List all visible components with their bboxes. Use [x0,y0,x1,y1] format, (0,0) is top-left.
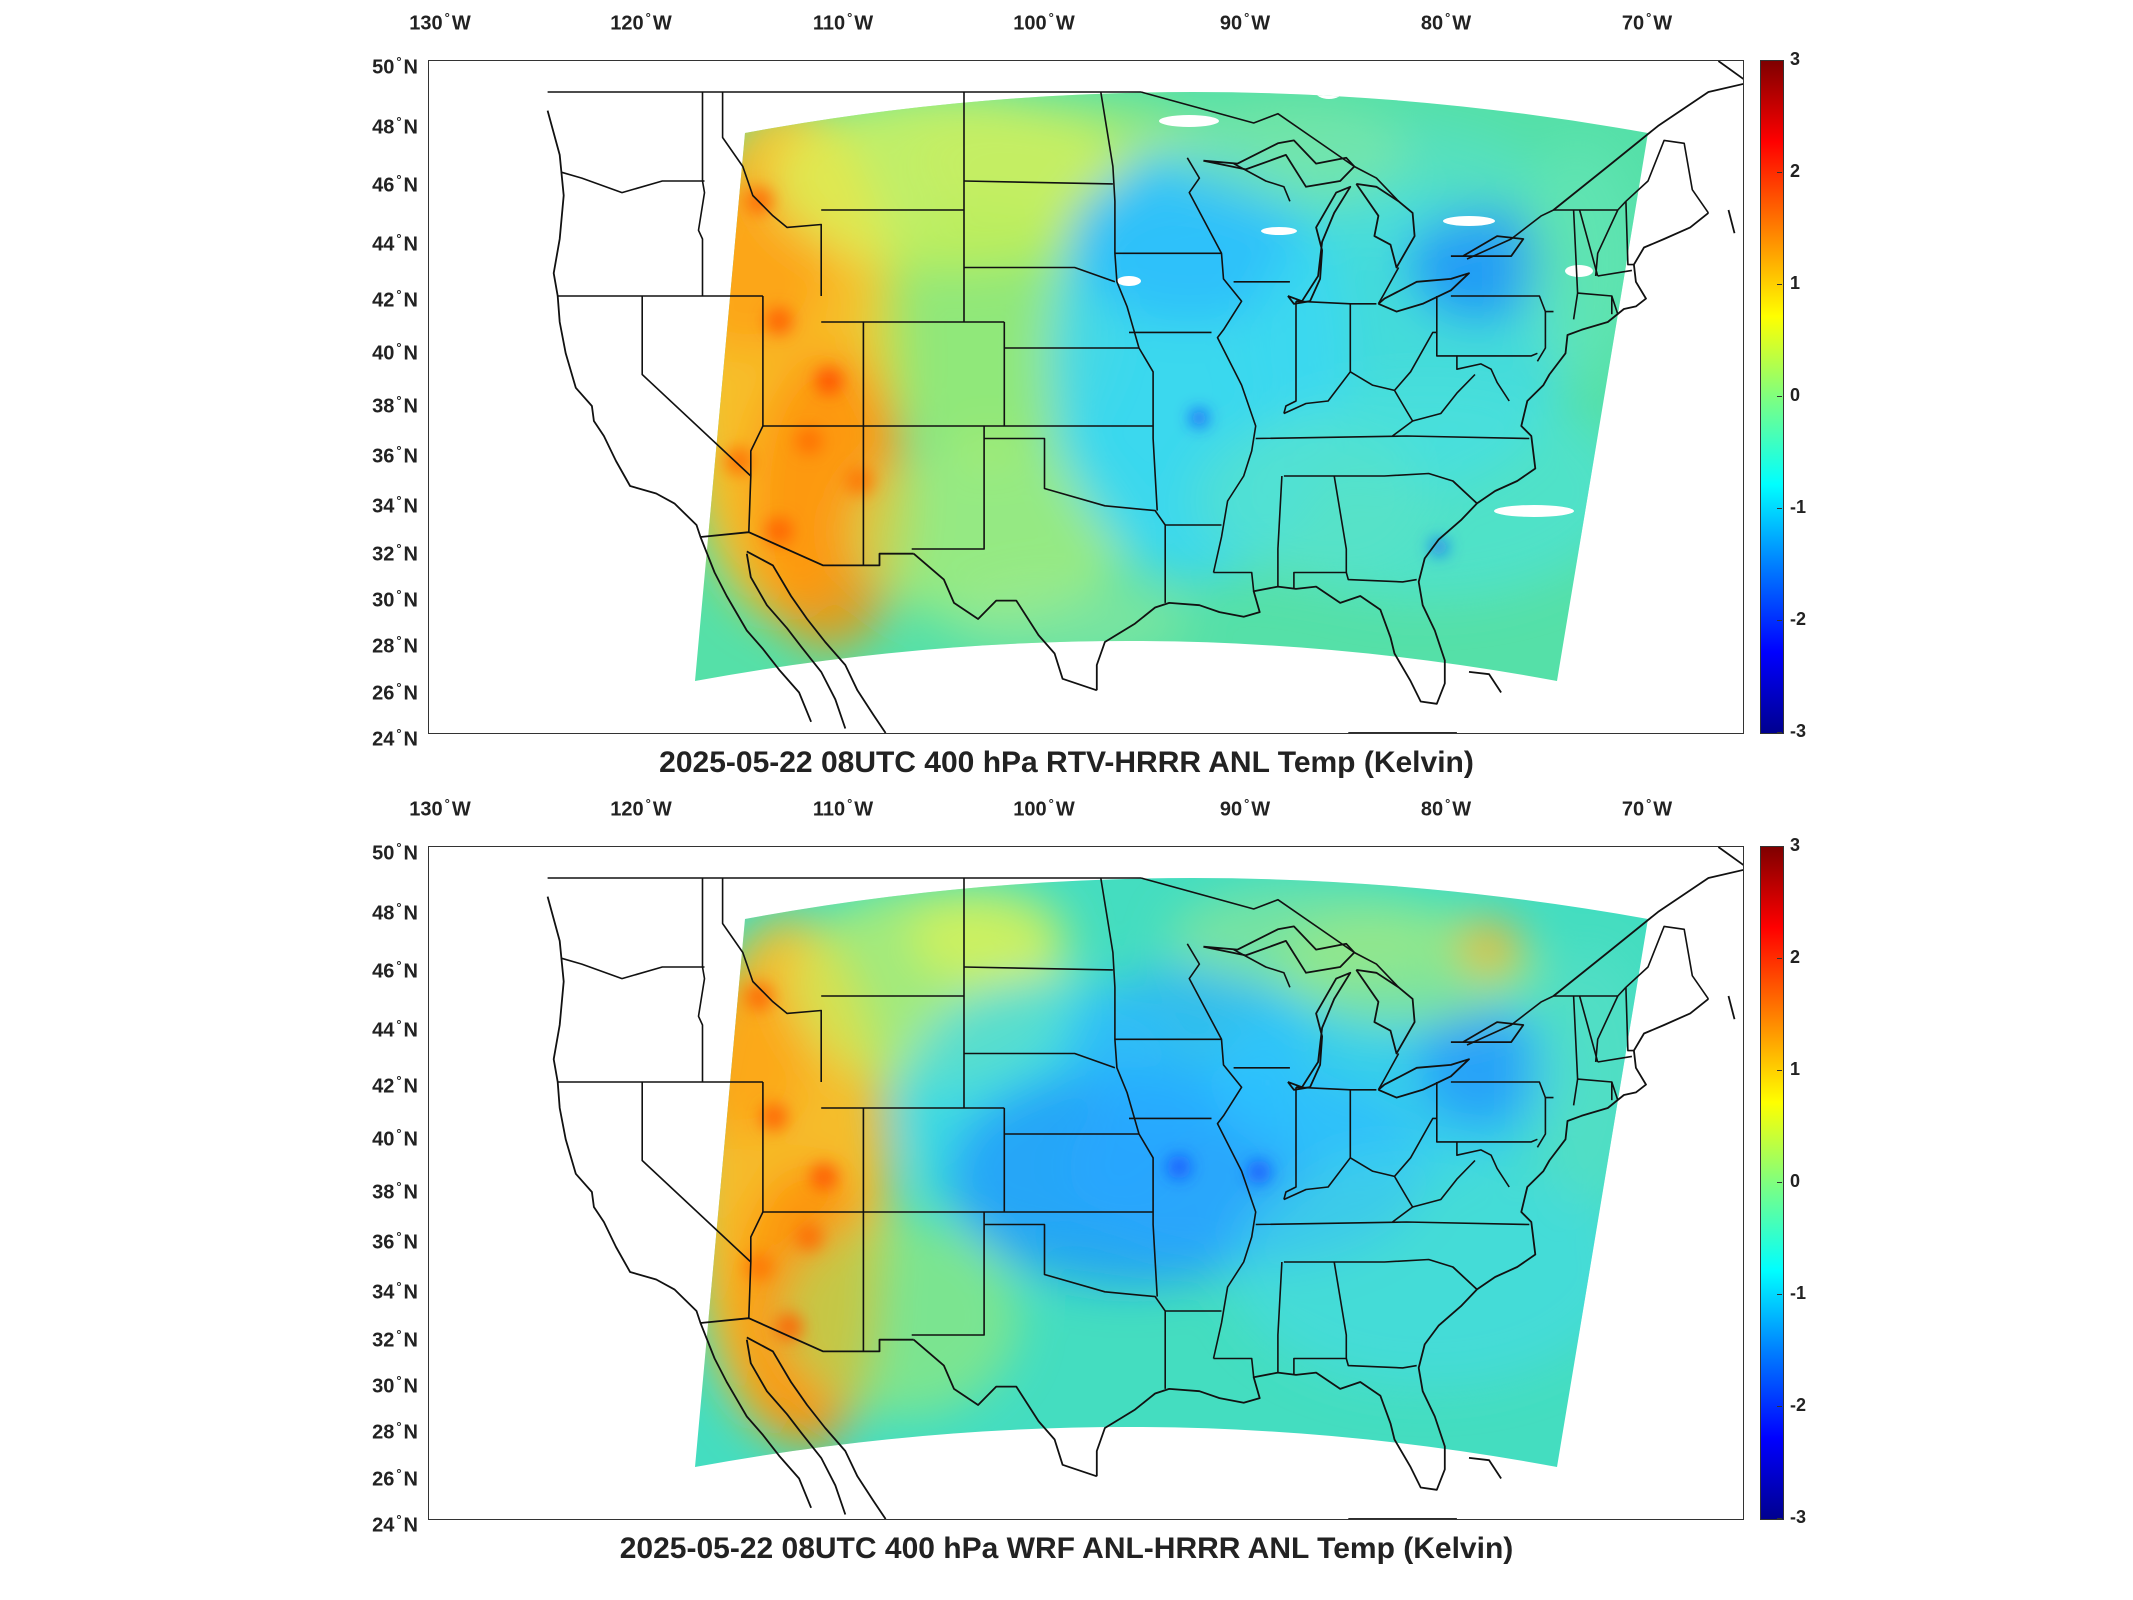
latitude-tick-label: 32 ° N [372,541,418,566]
latitude-tick-label: 36 ° N [372,443,418,468]
temperature-field [695,878,1648,1467]
colorbar-tick-mark [1777,958,1782,959]
map-panel-top: 130 ° W 120 ° W 110 ° W 100 ° W 90 ° W 80 ° W 70 ° W 50 ° N 48 °… [0,0,2133,790]
latitude-tick-label: 40 ° N [372,340,418,365]
latitude-tick-label: 50 ° N [372,54,418,79]
colorbar-tick-label: -2 [1790,609,1807,629]
latitude-tick-label: 38 ° N [372,1179,418,1204]
state-boundaries [546,61,1743,733]
map-title: 2025-05-22 08UTC 400 hPa RTV-HRRR ANL Te… [659,746,1474,779]
colorbar-tick-label: -2 [1790,1395,1807,1415]
latitude-tick-label: 46 ° N [372,172,418,197]
colorbar-tick-label: 2 [1790,161,1801,181]
colorbar-tick-mark [1777,1070,1782,1071]
latitude-tick-label: 48 ° N [372,114,418,139]
colorbar-tick-label: 3 [1790,835,1801,855]
map-title: 2025-05-22 08UTC 400 hPa WRF ANL-HRRR AN… [619,1532,1514,1565]
colorbar-tick-mark [1777,1294,1782,1295]
latitude-tick-label: 42 ° N [372,287,418,312]
latitude-tick-label: 36 ° N [372,1229,418,1254]
latitude-tick-label: 32 ° N [372,1327,418,1352]
state-boundaries [546,847,1743,1519]
latitude-tick-label: 40 ° N [372,1126,418,1151]
latitude-tick-label: 46 ° N [372,958,418,983]
colorbar-tick-label: -3 [1790,1507,1807,1527]
latitude-tick-label: 44 ° N [372,1017,418,1042]
colorbar-tick-label: 0 [1790,1171,1801,1191]
longitude-tick-label: 110 ° W [812,796,874,821]
colorbar [1760,60,1784,734]
map-plot-area [428,846,1744,1520]
longitude-tick-label: 120 ° W [610,10,672,35]
longitude-tick-label: 110 ° W [812,10,874,35]
longitude-tick-label: 80 ° W [1420,10,1472,35]
latitude-tick-label: 24 ° N [372,1512,418,1537]
latitude-tick-label: 50 ° N [372,840,418,865]
colorbar-tick-mark [1777,1518,1782,1519]
latitude-tick-label: 28 ° N [372,1419,418,1444]
longitude-tick-label: 70 ° W [1621,796,1673,821]
longitude-tick-label: 90 ° W [1219,796,1271,821]
latitude-tick-label: 34 ° N [372,493,418,518]
longitude-tick-label: 100 ° W [1013,10,1075,35]
longitude-tick-label: 130 ° W [409,796,471,821]
longitude-tick-label: 130 ° W [409,10,471,35]
colorbar-tick-label: 1 [1790,273,1801,293]
map-plot-area [428,60,1744,734]
latitude-tick-label: 26 ° N [372,680,418,705]
colorbar-tick-label: -3 [1790,721,1807,741]
colorbar-tick-label: -1 [1790,497,1807,517]
colorbar-tick-mark [1777,620,1782,621]
latitude-tick-label: 28 ° N [372,633,418,658]
colorbar-tick-mark [1777,508,1782,509]
latitude-tick-label: 34 ° N [372,1279,418,1304]
colorbar-tick-label: 1 [1790,1059,1801,1079]
longitude-tick-label: 100 ° W [1013,796,1075,821]
colorbar-tick-label: 2 [1790,947,1801,967]
colorbar-tick-mark [1777,172,1782,173]
longitude-tick-label: 70 ° W [1621,10,1673,35]
longitude-tick-label: 90 ° W [1219,10,1271,35]
colorbar-tick-mark [1777,732,1782,733]
colorbar-tick-label: -1 [1790,1283,1807,1303]
latitude-tick-label: 24 ° N [372,726,418,751]
latitude-tick-label: 30 ° N [372,1373,418,1398]
colorbar-tick-mark [1777,1182,1782,1183]
longitude-tick-label: 120 ° W [610,796,672,821]
latitude-tick-label: 26 ° N [372,1466,418,1491]
colorbar-tick-mark [1777,1406,1782,1407]
colorbar-tick-mark [1777,284,1782,285]
latitude-tick-label: 42 ° N [372,1073,418,1098]
latitude-tick-label: 44 ° N [372,231,418,256]
longitude-tick-label: 80 ° W [1420,796,1472,821]
temperature-difference-map [546,61,1743,733]
colorbar-tick-mark [1777,60,1782,61]
latitude-tick-label: 30 ° N [372,587,418,612]
temperature-difference-map [546,847,1743,1519]
latitude-tick-label: 48 ° N [372,900,418,925]
colorbar-tick-label: 0 [1790,385,1801,405]
temperature-field [695,92,1648,681]
colorbar-tick-mark [1777,396,1782,397]
colorbar-tick-mark [1777,846,1782,847]
latitude-tick-label: 38 ° N [372,393,418,418]
colorbar-tick-label: 3 [1790,49,1801,69]
colorbar [1760,846,1784,1520]
map-panel-bottom: 130 ° W 120 ° W 110 ° W 100 ° W 90 ° W 80 ° W 70 ° W 50 ° N 48 °… [0,786,2133,1600]
